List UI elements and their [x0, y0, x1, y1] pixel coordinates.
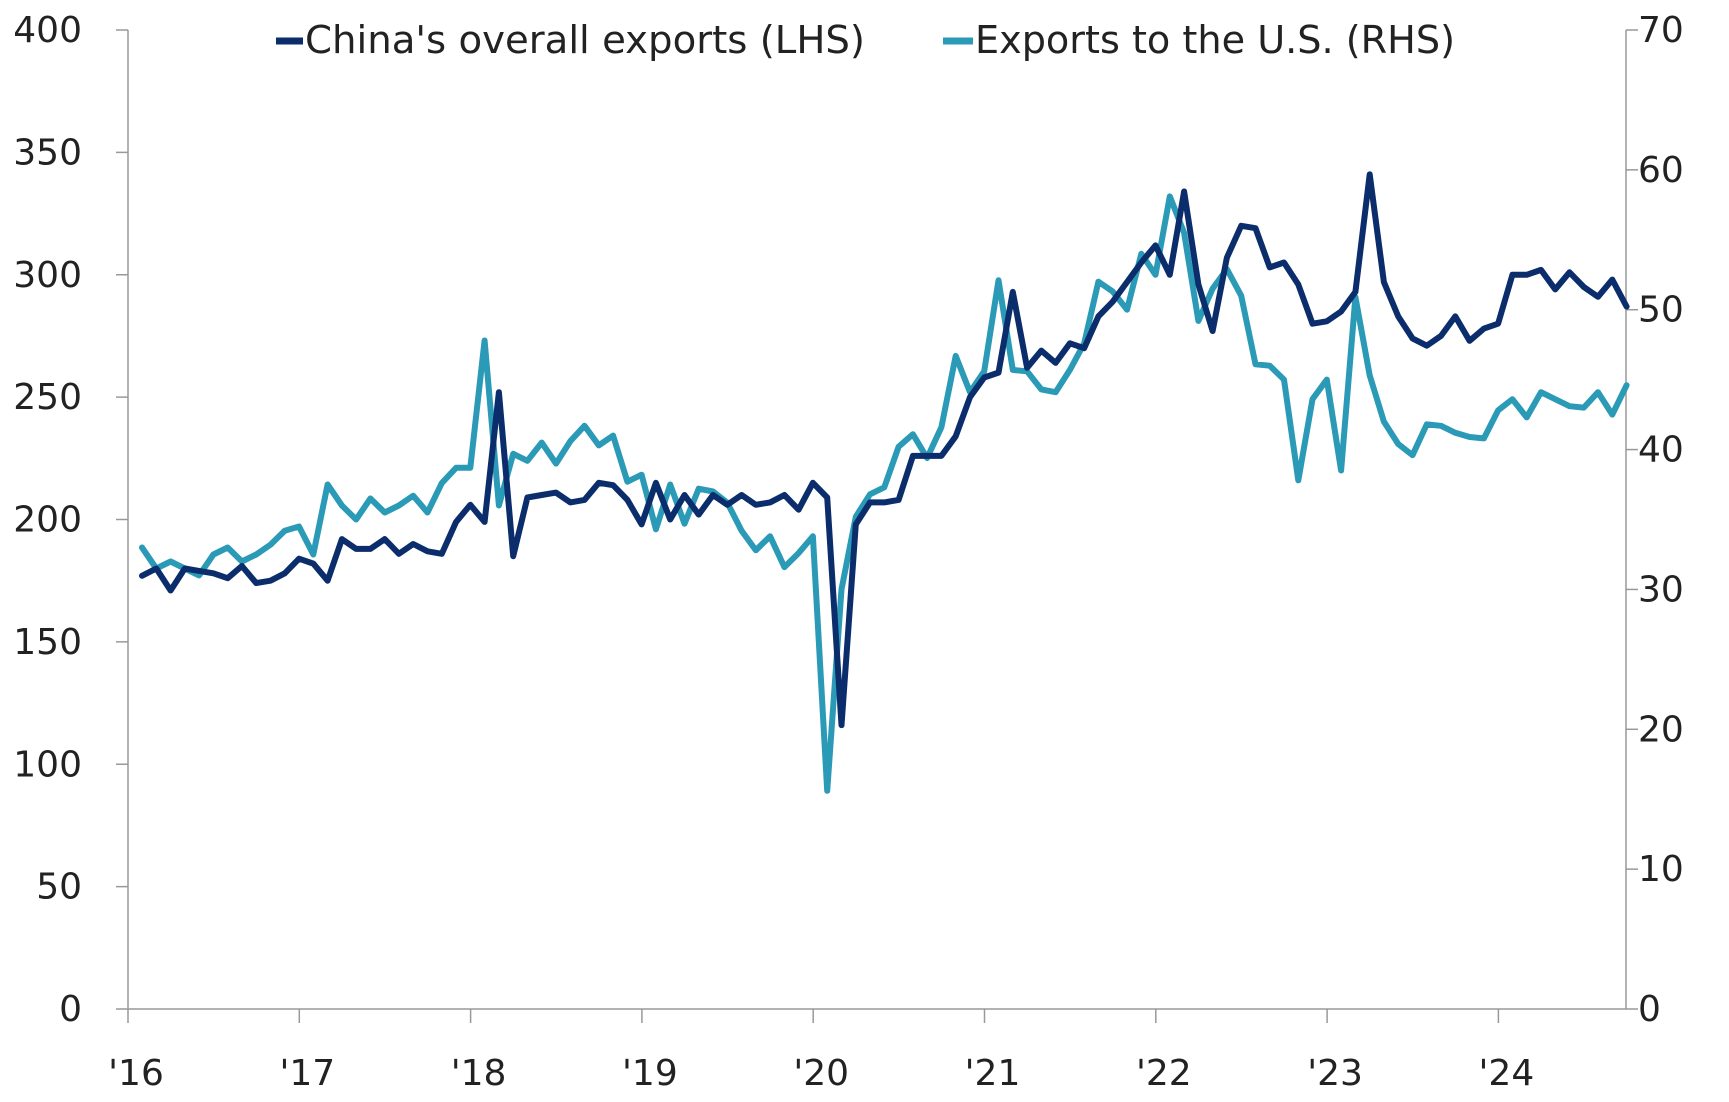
right-tick-label: 70 [1638, 10, 1684, 51]
left-tick-label: 0 [59, 989, 82, 1030]
series-line-overall-exports [139, 171, 1630, 729]
legend-label-exports-to-us: Exports to the U.S. (RHS) [975, 18, 1455, 62]
legend: China's overall exports (LHS) Exports to… [276, 18, 1455, 62]
x-tick-label: '21 [965, 1053, 1021, 1094]
x-tick-label: '19 [622, 1053, 678, 1094]
x-tick-label: '17 [279, 1053, 335, 1094]
left-tick-label: 100 [13, 744, 82, 785]
right-tick-label: 0 [1638, 989, 1661, 1030]
series-line-exports-to-us [139, 193, 1630, 794]
x-tick-label: '23 [1307, 1053, 1363, 1094]
right-tick-label: 50 [1638, 290, 1684, 331]
right-tick-label: 20 [1638, 709, 1684, 750]
legend-label-overall-exports: China's overall exports (LHS) [305, 18, 865, 62]
series-lines [139, 171, 1630, 794]
right-tick-label: 60 [1638, 150, 1684, 191]
left-tick-label: 250 [13, 377, 82, 418]
left-tick-label: 400 [13, 10, 82, 51]
left-tick-label: 350 [13, 132, 82, 173]
left-tick-label: 300 [13, 255, 82, 296]
x-tick-label: '24 [1479, 1053, 1535, 1094]
tick-labels: 0 50 100 150 200 250 300 350 400 0 10 20 30 40 50 60 70 '… [13, 10, 1684, 1094]
x-tick-label: '16 [108, 1053, 164, 1094]
left-tick-label: 200 [13, 500, 82, 541]
right-tick-label: 30 [1638, 569, 1684, 610]
x-tick-label: '20 [793, 1053, 849, 1094]
left-tick-label: 50 [36, 867, 82, 908]
left-tick-label: 150 [13, 622, 82, 663]
right-tick-label: 40 [1638, 430, 1684, 471]
right-tick-label: 10 [1638, 849, 1684, 890]
x-tick-label: '22 [1136, 1053, 1192, 1094]
x-tick-label: '18 [451, 1053, 507, 1094]
axes [116, 29, 1638, 1023]
